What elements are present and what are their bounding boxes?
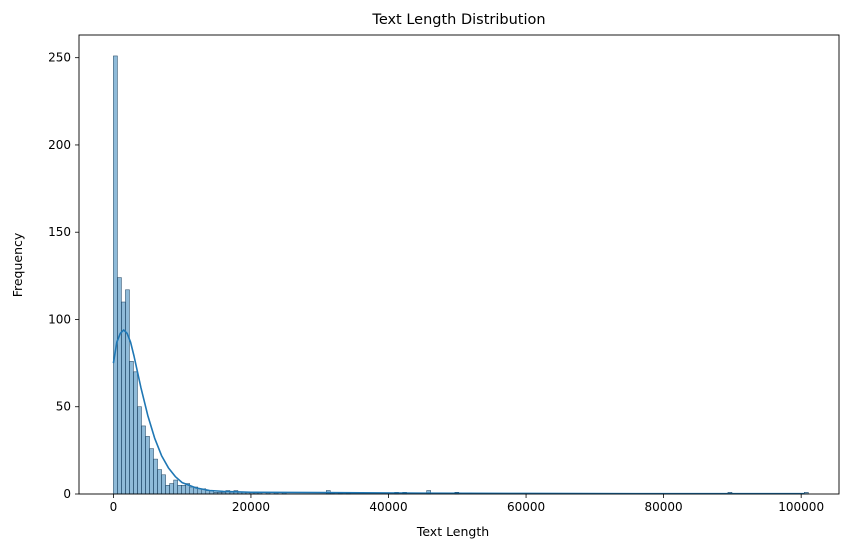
y-axis-ticks: 0 50 100 150 200 250 [48,51,79,501]
x-axis-label: Text Length [416,524,489,539]
y-tick-label: 200 [48,138,71,152]
x-tick-label: 20000 [232,500,270,514]
y-tick-label: 50 [56,400,71,414]
histogram-bar [117,277,122,495]
histogram-bar [137,406,142,495]
x-tick-label: 60000 [507,500,545,514]
y-tick-label: 0 [63,487,71,501]
histogram-bar [161,474,166,495]
histogram-bar [189,486,194,495]
kde-curve [112,329,805,495]
kde-layer [112,329,805,495]
histogram-bar [125,289,130,495]
histogram-bar [129,361,134,495]
histogram-bar [145,436,150,495]
histogram-bar [153,458,158,495]
histogram-bar [133,371,138,495]
plot-frame [78,34,840,495]
histogram-bar [141,425,146,495]
y-tick-label: 150 [48,225,71,239]
histogram-bar [113,55,118,495]
y-axis-label: Frequency [10,232,25,297]
x-tick-label: 0 [110,500,118,514]
y-tick-label: 250 [48,51,71,65]
x-tick-label: 100000 [778,500,824,514]
x-axis-ticks: 0 20000 40000 60000 80000 100000 [110,494,824,514]
x-tick-label: 40000 [369,500,407,514]
chart-title: Text Length Distribution [371,12,545,28]
histogram-bar [165,485,170,495]
histogram-bar [177,485,182,495]
histogram-bar [157,469,162,495]
histogram-bar [169,483,174,495]
histogram-bar [173,479,178,495]
histogram-bar [149,448,154,495]
histogram-bar [181,485,186,495]
bars-layer [113,55,809,495]
x-tick-label: 80000 [645,500,683,514]
y-tick-label: 100 [48,312,71,326]
